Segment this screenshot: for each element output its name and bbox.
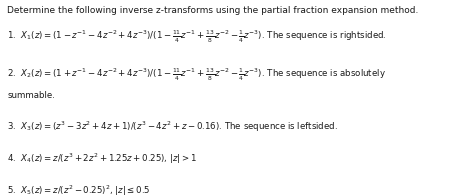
Text: 4.  $X_4(z) = z/(z^3 + 2z^2 + 1.25z + 0.25)$, $|z|>1$: 4. $X_4(z) = z/(z^3 + 2z^2 + 1.25z + 0.2… bbox=[7, 152, 197, 166]
Text: 2.  $X_2(z) = (1 + z^{-1} - 4z^{-2} + 4z^{-3})/(1 - \frac{11}{4}z^{-1} + \frac{1: 2. $X_2(z) = (1 + z^{-1} - 4z^{-2} + 4z^… bbox=[7, 67, 386, 83]
Text: 1.  $X_1(z) = (1 - z^{-1} - 4z^{-2} + 4z^{-3})/(1 - \frac{11}{4}z^{-1} + \frac{1: 1. $X_1(z) = (1 - z^{-1} - 4z^{-2} + 4z^… bbox=[7, 28, 387, 45]
Text: 3.  $X_3(z) = (z^3 - 3z^2 + 4z + 1)/(z^3 - 4z^2 + z - 0.16)$. The sequence is le: 3. $X_3(z) = (z^3 - 3z^2 + 4z + 1)/(z^3 … bbox=[7, 120, 338, 134]
Text: 5.  $X_5(z) = z/(z^2 - 0.25)^2$, $|z|\leq 0.5$: 5. $X_5(z) = z/(z^2 - 0.25)^2$, $|z|\leq… bbox=[7, 183, 151, 196]
Text: summable.: summable. bbox=[7, 91, 55, 100]
Text: Determine the following inverse z-transforms using the partial fraction expansio: Determine the following inverse z-transf… bbox=[7, 6, 419, 15]
